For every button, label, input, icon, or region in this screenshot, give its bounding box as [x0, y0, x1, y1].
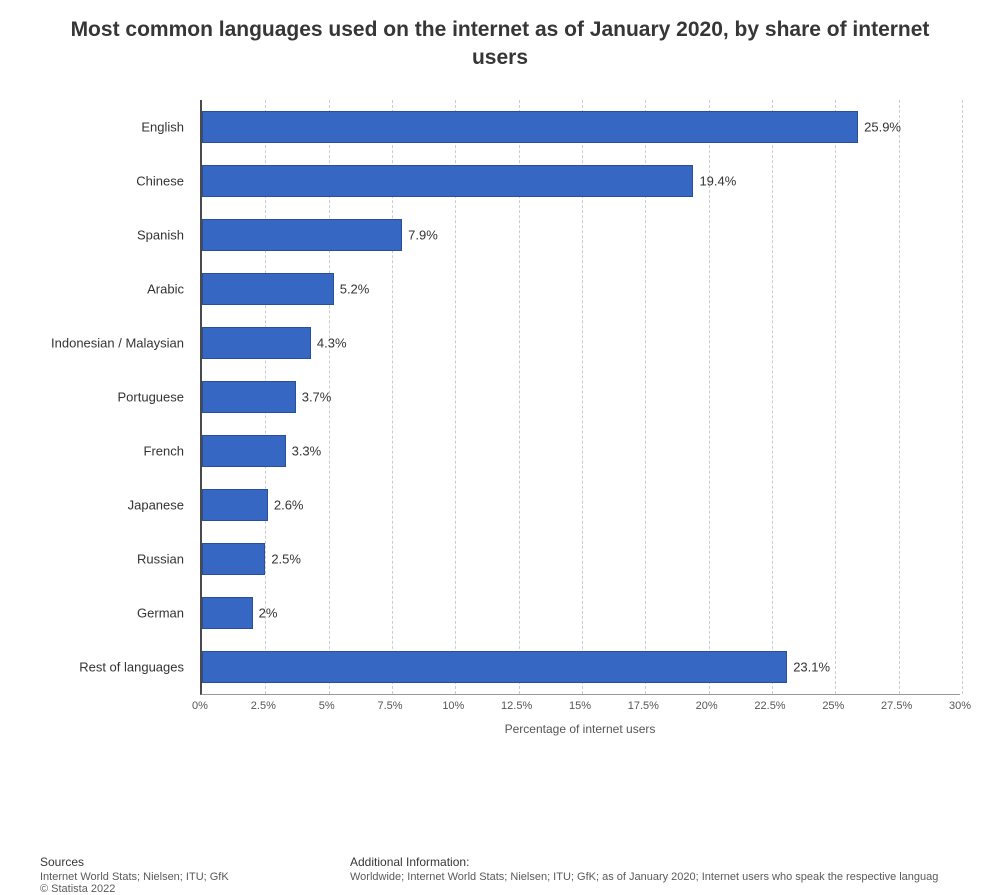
x-tick-label: 22.5% [754, 700, 785, 712]
bar-row: English 25.9% [40, 100, 960, 154]
bar [202, 165, 693, 197]
copyright-text: © Statista 2022 [40, 883, 340, 895]
category-label: French [40, 444, 190, 459]
grid-line [962, 100, 963, 694]
x-tick-label: 20% [696, 700, 718, 712]
bar [202, 543, 265, 575]
category-label: Rest of languages [40, 660, 190, 675]
x-tick-label: 5% [319, 700, 335, 712]
bar-row: German 2% [40, 586, 960, 640]
x-tick-label: 15% [569, 700, 591, 712]
bar [202, 435, 286, 467]
bar-row: Japanese 2.6% [40, 478, 960, 532]
value-label: 2% [259, 606, 278, 621]
bar-row: Arabic 5.2% [40, 262, 960, 316]
x-axis-label: Percentage of internet users [200, 722, 960, 736]
value-label: 25.9% [864, 120, 901, 135]
bar [202, 273, 334, 305]
value-label: 2.6% [274, 498, 304, 513]
value-label: 5.2% [340, 282, 370, 297]
value-label: 19.4% [699, 174, 736, 189]
sources-block: Sources Internet World Stats; Nielsen; I… [40, 855, 340, 895]
bar [202, 327, 311, 359]
sources-heading: Sources [40, 855, 340, 869]
chart-area: Percentage of internet users 0% 2.5% 5% 7.5… [40, 100, 960, 740]
category-label: English [40, 120, 190, 135]
value-label: 7.9% [408, 228, 438, 243]
bar-row: Rest of languages 23.1% [40, 640, 960, 694]
category-label: Arabic [40, 282, 190, 297]
value-label: 3.7% [302, 390, 332, 405]
bar-row: Chinese 19.4% [40, 154, 960, 208]
sources-text: Internet World Stats; Nielsen; ITU; GfK [40, 871, 340, 883]
x-tick-label: 0% [192, 700, 208, 712]
bar-row: Indonesian / Malaysian 4.3% [40, 316, 960, 370]
x-tick-label: 27.5% [881, 700, 912, 712]
x-tick-label: 17.5% [628, 700, 659, 712]
x-tick-label: 30% [949, 700, 971, 712]
value-label: 2.5% [271, 552, 301, 567]
x-tick-label: 2.5% [251, 700, 276, 712]
x-tick-label: 25% [822, 700, 844, 712]
bar-row: Russian 2.5% [40, 532, 960, 586]
category-label: Spanish [40, 228, 190, 243]
additional-info-block: Additional Information: Worldwide; Inter… [350, 855, 970, 883]
category-label: Japanese [40, 498, 190, 513]
bar-row: Portuguese 3.7% [40, 370, 960, 424]
bar [202, 219, 402, 251]
bar [202, 597, 253, 629]
additional-info-heading: Additional Information: [350, 855, 970, 869]
chart-title: Most common languages used on the intern… [0, 0, 1000, 81]
bar [202, 489, 268, 521]
bar [202, 651, 787, 683]
category-label: Russian [40, 552, 190, 567]
additional-info-text: Worldwide; Internet World Stats; Nielsen… [350, 871, 970, 883]
x-tick-label: 12.5% [501, 700, 532, 712]
bar-row: French 3.3% [40, 424, 960, 478]
bar [202, 381, 296, 413]
value-label: 4.3% [317, 336, 347, 351]
x-tick-label: 7.5% [377, 700, 402, 712]
x-tick-label: 10% [442, 700, 464, 712]
category-label: German [40, 606, 190, 621]
bar-row: Spanish 7.9% [40, 208, 960, 262]
category-label: Portuguese [40, 390, 190, 405]
value-label: 3.3% [292, 444, 322, 459]
value-label: 23.1% [793, 660, 830, 675]
category-label: Chinese [40, 174, 190, 189]
category-label: Indonesian / Malaysian [40, 336, 190, 351]
bar [202, 111, 858, 143]
